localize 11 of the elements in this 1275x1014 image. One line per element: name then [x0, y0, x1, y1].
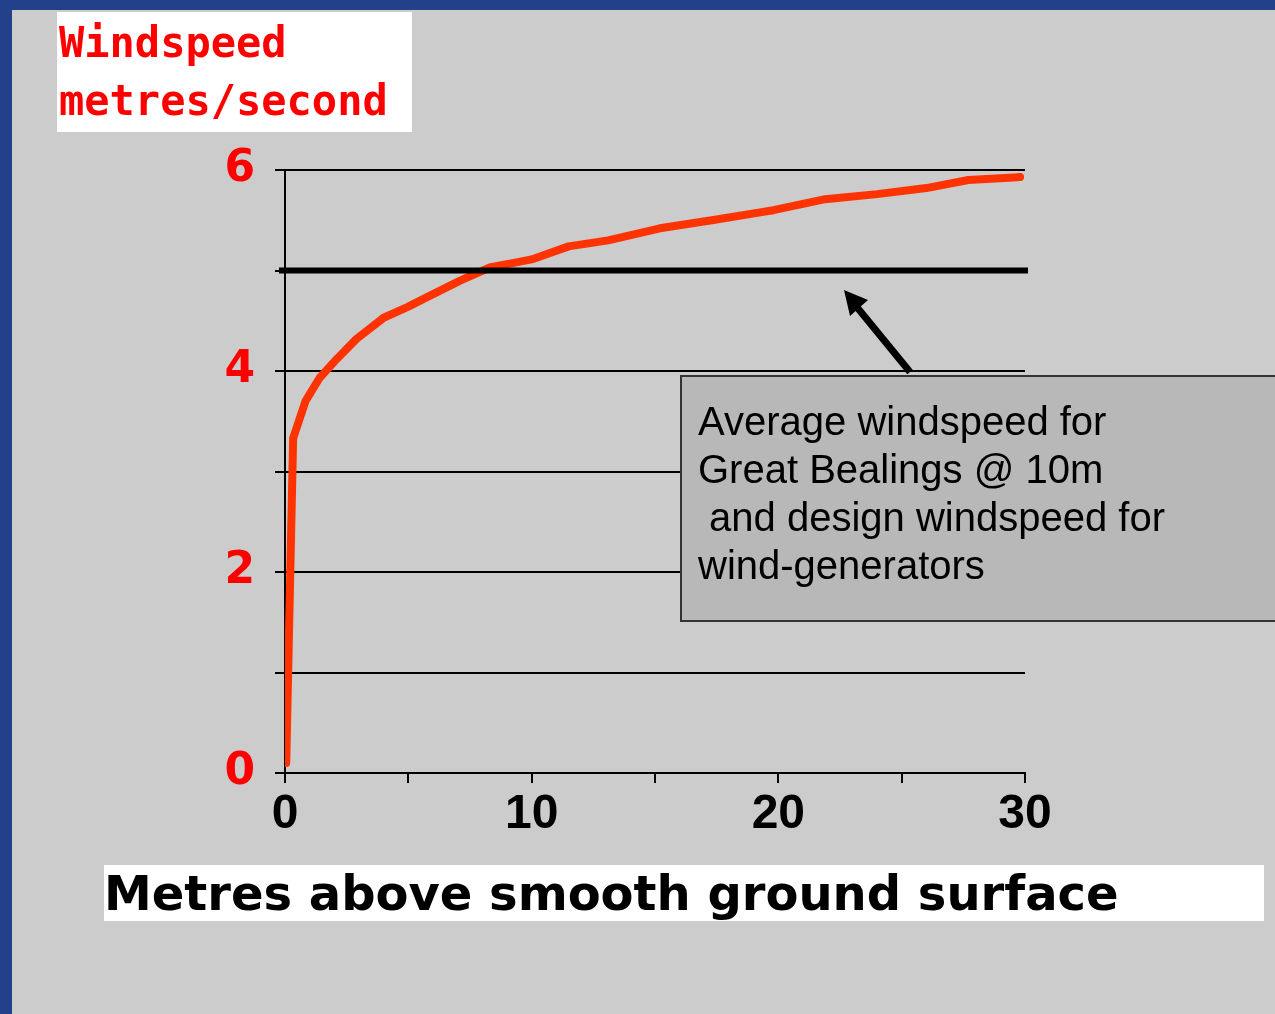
y-tick-label: 2: [224, 542, 255, 594]
x-tick-label: 30: [998, 785, 1052, 839]
callout-box: Average windspeed for Great Bealings @ 10m and design windspeed for wind-generators: [680, 375, 1275, 622]
x-tick-label: 0: [271, 785, 299, 839]
y-axis-title: Windspeed metres/second: [57, 12, 412, 132]
y-tick-label: 0: [224, 743, 255, 795]
x-tick-label: 10: [504, 785, 559, 839]
x-axis-title: Metres above smooth ground surface: [104, 865, 1264, 921]
y-tick-label: 6: [224, 140, 255, 192]
y-tick-label: 4: [224, 341, 255, 393]
x-tick-label: 20: [751, 785, 806, 839]
